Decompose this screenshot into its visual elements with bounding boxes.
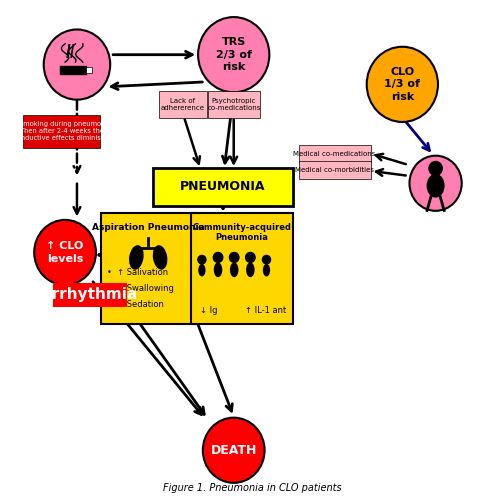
Circle shape <box>246 252 255 262</box>
Text: Arrhythmia: Arrhythmia <box>41 288 139 302</box>
Ellipse shape <box>129 245 143 270</box>
Text: Medical co-medications: Medical co-medications <box>293 150 376 156</box>
Ellipse shape <box>34 220 96 285</box>
Ellipse shape <box>198 17 269 92</box>
Ellipse shape <box>44 30 110 100</box>
Text: Medical co-morbidities: Medical co-morbidities <box>295 168 374 173</box>
FancyBboxPatch shape <box>53 283 127 307</box>
Text: •  ↑ Sedation: • ↑ Sedation <box>107 300 164 310</box>
Ellipse shape <box>230 262 239 277</box>
FancyBboxPatch shape <box>153 168 293 205</box>
Ellipse shape <box>246 262 254 277</box>
Ellipse shape <box>426 174 445 198</box>
Circle shape <box>262 256 271 264</box>
Text: ↓ Ig: ↓ Ig <box>201 306 218 316</box>
Text: Figure 1. Pneumonia in CLO patients: Figure 1. Pneumonia in CLO patients <box>163 484 342 494</box>
FancyBboxPatch shape <box>60 66 86 74</box>
Circle shape <box>229 252 239 262</box>
FancyBboxPatch shape <box>299 144 371 162</box>
FancyBboxPatch shape <box>101 213 196 324</box>
FancyBboxPatch shape <box>23 115 100 148</box>
Ellipse shape <box>153 245 168 270</box>
Text: •  ↓ Swallowing: • ↓ Swallowing <box>107 284 174 293</box>
Text: ↓ smoking during pneumonia
Then after 2-4 weeks the
inductive effects diminish: ↓ smoking during pneumonia Then after 2-… <box>12 122 111 142</box>
Text: TRS
2/3 of
risk: TRS 2/3 of risk <box>216 38 252 72</box>
Circle shape <box>429 162 442 175</box>
Ellipse shape <box>367 47 438 122</box>
FancyBboxPatch shape <box>191 213 293 324</box>
Ellipse shape <box>410 156 462 211</box>
Circle shape <box>198 256 206 264</box>
Text: Aspiration Pneumonia: Aspiration Pneumonia <box>92 223 205 232</box>
Text: DEATH: DEATH <box>211 444 257 457</box>
FancyBboxPatch shape <box>208 92 260 118</box>
Ellipse shape <box>198 264 206 276</box>
Text: •  ↑ Salivation: • ↑ Salivation <box>107 268 168 277</box>
Text: Lack of
adhererence: Lack of adhererence <box>161 98 205 111</box>
Circle shape <box>213 252 223 262</box>
Text: ↑ CLO
levels: ↑ CLO levels <box>46 242 84 264</box>
Text: Community-acquired
Pneumonia: Community-acquired Pneumonia <box>193 223 291 242</box>
Text: Psychotropic
co-medications: Psychotropic co-medications <box>207 98 261 111</box>
Ellipse shape <box>263 264 270 276</box>
FancyBboxPatch shape <box>159 92 207 118</box>
Ellipse shape <box>214 262 222 277</box>
Ellipse shape <box>203 418 265 483</box>
FancyBboxPatch shape <box>299 162 371 180</box>
Text: ↑ IL-1 ant: ↑ IL-1 ant <box>245 306 286 316</box>
Text: CLO
1/3 of
risk: CLO 1/3 of risk <box>385 67 421 102</box>
FancyBboxPatch shape <box>85 66 92 73</box>
Text: PNEUMONIA: PNEUMONIA <box>180 180 266 194</box>
